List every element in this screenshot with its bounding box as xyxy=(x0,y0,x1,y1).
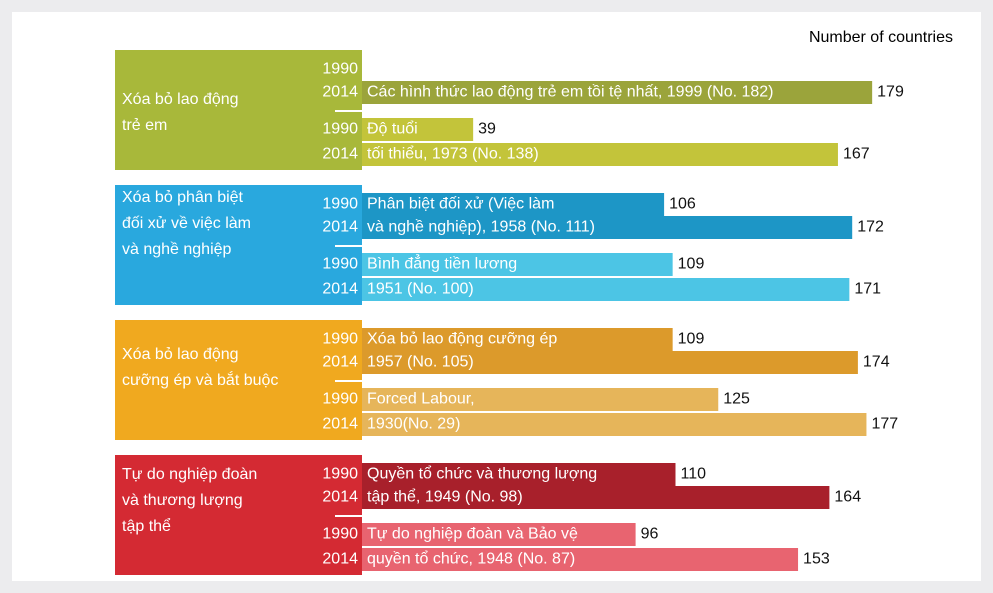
bar xyxy=(362,413,867,436)
group-box xyxy=(115,320,362,440)
bar xyxy=(362,253,673,276)
convention-label: 1951 (No. 100) xyxy=(367,281,474,298)
group-label: Xóa bỏ lao động xyxy=(122,91,239,108)
value-label: 125 xyxy=(723,391,750,408)
value-label: 164 xyxy=(834,489,861,506)
year-label: 2014 xyxy=(322,354,358,371)
convention-label: Phân biệt đối xử (Việc làm xyxy=(367,196,554,213)
year-label: 1990 xyxy=(322,391,358,408)
group-box xyxy=(115,455,362,575)
year-label: 1990 xyxy=(322,466,358,483)
value-label: 174 xyxy=(863,354,890,371)
group-box xyxy=(115,50,362,170)
axis-label: Number of countries xyxy=(809,29,953,46)
convention-label: Bình đẳng tiền lương xyxy=(367,254,517,273)
year-label: 2014 xyxy=(322,84,358,101)
convention-label: 1930(No. 29) xyxy=(367,416,460,433)
value-label: 179 xyxy=(877,84,904,101)
year-label: 1990 xyxy=(322,121,358,138)
value-label: 153 xyxy=(803,551,830,568)
year-label: 2014 xyxy=(322,219,358,236)
bar xyxy=(362,278,850,301)
bar xyxy=(362,388,719,411)
group-box xyxy=(115,185,362,305)
convention-label: Forced Labour, xyxy=(367,391,475,408)
value-label: 177 xyxy=(871,416,898,433)
bar xyxy=(362,351,858,374)
convention-label: và nghề nghiệp), 1958 (No. 111) xyxy=(367,219,595,236)
value-label: 167 xyxy=(843,146,870,163)
bar xyxy=(362,81,873,104)
value-label: 110 xyxy=(681,466,707,483)
convention-label: Xóa bỏ lao động cưỡng ép xyxy=(367,331,557,348)
year-label: 1990 xyxy=(322,256,358,273)
value-label: 96 xyxy=(641,526,659,543)
bar xyxy=(362,486,830,509)
value-label: 109 xyxy=(678,331,705,348)
value-label: 109 xyxy=(678,256,705,273)
convention-label: 1957 (No. 105) xyxy=(367,354,474,371)
bar xyxy=(362,463,676,486)
convention-label: Độ tuổi xyxy=(367,120,418,138)
group-label: tập thể xyxy=(122,517,171,535)
bar xyxy=(362,328,673,351)
year-label: 1990 xyxy=(322,331,358,348)
group-label: và nghề nghiệp xyxy=(122,241,232,258)
convention-label: tập thể, 1949 (No. 98) xyxy=(367,488,523,506)
convention-label: Quyền tổ chức và thương lượng xyxy=(367,465,597,483)
year-label: 2014 xyxy=(322,416,358,433)
group-label: Xóa bỏ phân biệt xyxy=(122,189,244,206)
year-label: 1990 xyxy=(322,526,358,543)
group-label: Xóa bỏ lao động xyxy=(122,346,239,363)
year-label: 2014 xyxy=(322,146,358,163)
bar xyxy=(362,193,665,216)
group-label: đối xử về việc làm xyxy=(122,215,251,232)
group-label: và thương lượng xyxy=(122,492,243,509)
bar xyxy=(362,118,474,141)
value-label: 172 xyxy=(857,219,884,236)
value-label: 39 xyxy=(478,121,496,138)
year-label: 1990 xyxy=(322,196,358,213)
convention-label: Các hình thức lao động trẻ em tồi tệ nhấ… xyxy=(367,84,774,101)
group-label: Tự do nghiệp đoàn xyxy=(122,466,257,483)
value-label: 171 xyxy=(854,281,881,298)
year-label: 2014 xyxy=(322,551,358,568)
bar xyxy=(362,216,853,239)
year-label: 2014 xyxy=(322,281,358,298)
year-label: 2014 xyxy=(322,489,358,506)
year-label: 1990 xyxy=(322,61,358,78)
bar xyxy=(362,548,799,571)
convention-label: tối thiểu, 1973 (No. 138) xyxy=(367,145,539,163)
group-label: trẻ em xyxy=(122,117,167,134)
bar xyxy=(362,143,838,166)
convention-label: quyền tổ chức, 1948 (No. 87) xyxy=(367,550,575,568)
bar xyxy=(362,523,636,546)
group-label: cưỡng ép và bắt buộc xyxy=(122,370,278,389)
value-label: 106 xyxy=(669,196,696,213)
convention-label: Tự do nghiệp đoàn và Bảo vệ xyxy=(367,526,578,543)
